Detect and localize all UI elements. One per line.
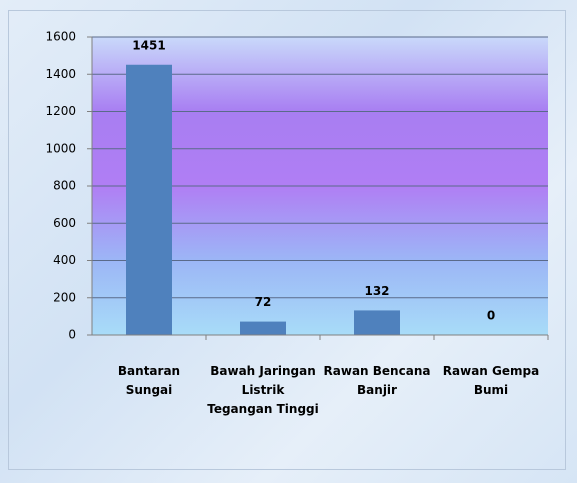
x-tick-label: Rawan Gempa Bumi [442, 364, 540, 397]
y-tick-label: 800 [53, 179, 76, 193]
bar [354, 310, 400, 335]
data-label: 0 [487, 309, 495, 323]
y-tick-label: 600 [53, 216, 76, 230]
x-tick-label: Rawan Bencana Banjir [323, 364, 431, 397]
x-tick-label: Bawah Jaringan Listrik Tegangan Tinggi [207, 364, 319, 416]
y-tick-label: 1200 [45, 104, 76, 118]
data-label: 1451 [132, 38, 165, 52]
bar [126, 64, 172, 335]
x-tick-label: Bantaran Sungai [117, 364, 181, 397]
y-tick-label: 0 [68, 328, 76, 342]
chart-frame [8, 10, 566, 470]
data-label: 132 [364, 284, 389, 298]
y-tick-label: 1400 [45, 67, 76, 81]
data-label: 72 [255, 295, 272, 309]
y-tick-label: 1600 [45, 30, 76, 44]
y-tick-label: 400 [53, 253, 76, 267]
y-tick-label: 200 [53, 290, 76, 304]
bar [240, 321, 286, 335]
y-tick-label: 1000 [45, 141, 76, 155]
